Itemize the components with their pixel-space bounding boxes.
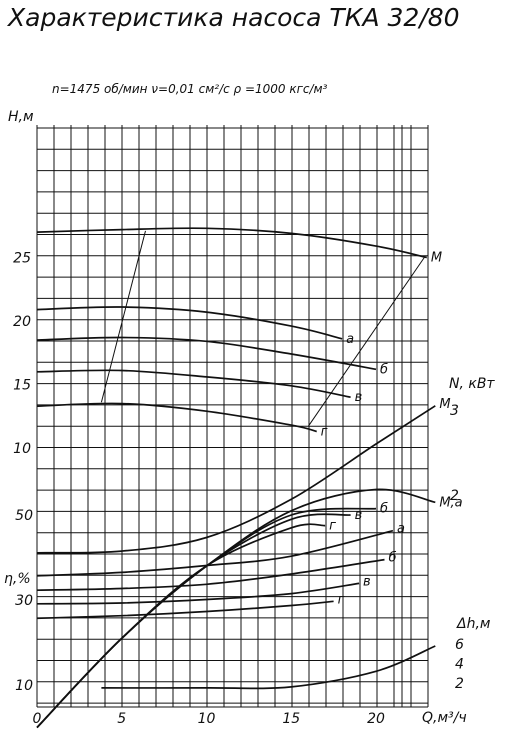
x-tick-label: 10 [198,711,216,727]
npsh-tick-label: 4 [455,657,464,673]
operating-conditions: n=1475 об/мин ν=0,01 см²/с ρ =1000 кгс/м… [52,82,328,96]
x-tick-label: 5 [117,711,126,727]
head-curve [36,369,351,399]
power-series-label: М [439,397,450,412]
head-series-label: г [321,424,328,439]
head-range-line [307,255,426,427]
power-axis-label: N, кВт [449,376,495,392]
x-tick-label: 15 [282,711,300,727]
head-series-label: М [431,251,442,266]
power-series-label: в [363,574,371,589]
head-range-line [100,230,146,403]
efficiency-series-label: в [355,508,363,523]
head-tick-label: 20 [13,314,31,330]
efficiency-series-label: г [329,519,336,534]
x-tick-label: 20 [367,711,385,727]
efficiency-tick-label: 10 [15,678,33,694]
power-curve [36,405,436,554]
power-curve [36,600,334,620]
head-series-label: б [380,362,388,377]
efficiency-axis-label: η,% [4,571,31,587]
head-curve [36,402,317,433]
chart-title: Характеристика насоса ТКА 32/80 [6,3,460,32]
power-tick-label: 2 [450,488,459,504]
npsh-tick-label: 6 [455,637,464,653]
head-tick-label: 10 [13,441,31,457]
power-series-label: а [397,522,405,537]
head-curve [36,227,427,259]
efficiency-curve [36,513,351,729]
head-curve [36,336,377,371]
npsh-curve [101,645,436,690]
tick-labels: 0 5 10 15 20 10 15 20 25 2 3 10 30 50 2 4 6 [13,251,464,728]
head-series-label: а [346,332,354,347]
power-series-label: б [388,551,396,566]
efficiency-tick-label: 30 [15,593,33,609]
x-tick-label: 0 [33,711,42,727]
efficiency-tick-label: 50 [15,508,33,524]
efficiency-curve [36,488,436,729]
x-axis-label: Q,м³/ч [422,710,467,726]
head-tick-label: 25 [13,251,31,267]
efficiency-series-label: б [380,502,388,517]
efficiency-series-label: М,а [439,495,462,510]
npsh-tick-label: 2 [455,676,464,692]
power-curve [36,582,360,605]
head-series-label: в [355,390,363,405]
power-curve [36,558,385,592]
grid [36,125,429,708]
head-axis-label: Н,м [8,109,34,125]
npsh-axis-label: Δh,м [456,616,491,632]
head-tick-label: 15 [13,378,31,394]
power-tick-label: 3 [450,403,459,419]
head-curve [36,306,343,340]
efficiency-curve [36,523,326,729]
power-series-label: г [338,592,345,607]
